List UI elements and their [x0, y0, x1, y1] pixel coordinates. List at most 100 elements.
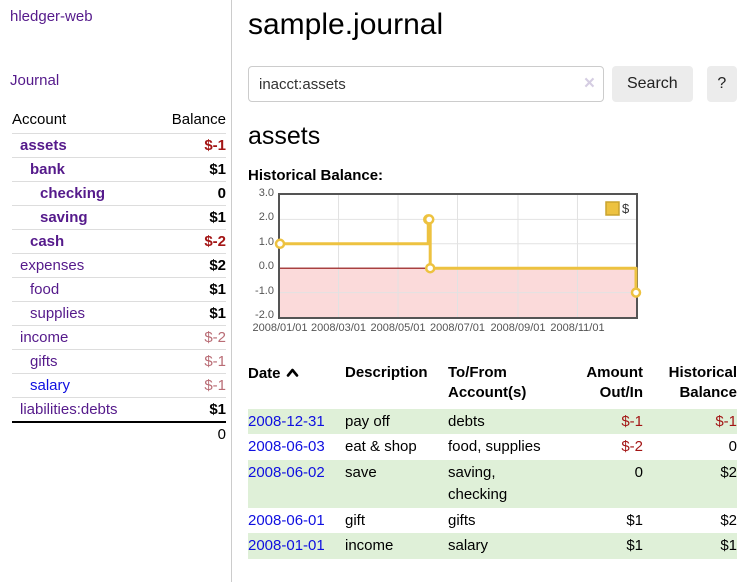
account-link[interactable]: bank [30, 161, 66, 178]
y-tick-label: 2.0 [258, 211, 274, 224]
account-link[interactable]: expenses [20, 257, 85, 274]
chart-heading: Historical Balance: [248, 167, 384, 184]
search-form: × Search ? [248, 66, 737, 102]
account-balance: $-1 [163, 373, 226, 398]
x-tick-label: 2008/05/01 [370, 322, 426, 334]
account-link[interactable]: cash [30, 233, 65, 250]
sort-ascending-icon [286, 363, 299, 383]
register-row: 2008-06-01 gift gifts $1 $2 [248, 508, 737, 534]
transaction-accounts: saving, checking [448, 464, 508, 503]
account-link[interactable]: liabilities:debts [20, 401, 118, 418]
register-table: Date Description To/From Account(s) Amou… [248, 363, 737, 559]
account-link[interactable]: food [30, 281, 60, 298]
y-tick-label: 1.0 [258, 235, 274, 248]
register-col-description: Description [345, 364, 428, 381]
accounts-col-balance: Balance [171, 111, 226, 128]
account-balance: $1 [163, 205, 226, 230]
transaction-description: gift [345, 511, 366, 529]
search-input[interactable] [248, 66, 604, 102]
account-balance: $-1 [163, 133, 226, 158]
account-balance: $1 [163, 277, 226, 302]
chart-svg: $ [274, 195, 642, 317]
account-link[interactable]: checking [40, 185, 106, 202]
x-tick-label: 2008/03/01 [310, 322, 367, 334]
sidebar: hledger-web Journal Account Balance asse… [0, 0, 232, 582]
account-row: liabilities:debts $1 [12, 397, 226, 422]
y-tick-label: -2.0 [255, 309, 274, 321]
account-row: food $1 [12, 277, 226, 302]
register-col-balance: Historical Balance [668, 364, 737, 402]
transaction-balance: 0 [728, 438, 737, 456]
transaction-amount: $1 [626, 537, 643, 555]
accounts-total-row: 0 [12, 421, 226, 446]
transaction-amount: $-2 [621, 438, 643, 456]
register-row: 2008-06-03 eat & shop food, supplies $-2 0 [248, 434, 737, 460]
x-tick-label: 2008/01/01 [252, 322, 308, 334]
account-balance: $-2 [163, 229, 226, 254]
account-link[interactable]: salary [30, 377, 71, 394]
account-balance: $-1 [163, 349, 226, 374]
account-row: income $-2 [12, 325, 226, 350]
y-tick-label: 0.0 [258, 260, 274, 273]
account-row: salary $-1 [12, 373, 226, 398]
account-balance: $-2 [163, 325, 226, 350]
transaction-date-link[interactable]: 2008-12-31 [248, 412, 325, 430]
transaction-balance: $2 [720, 464, 737, 481]
register-table-body: 2008-12-31 pay off debts $-1 $-1 2008-06-03 ea… [248, 408, 737, 559]
account-row: gifts $-1 [12, 349, 226, 374]
x-tick-label: 2008/11/01 [550, 322, 605, 334]
account-row: expenses $2 [12, 253, 226, 278]
sidebar-item-journal[interactable]: Journal [10, 72, 60, 89]
transaction-accounts: salary [448, 537, 489, 555]
historical-balance-chart: 3.0 2.0 1.0 0.0 -1.0 -2.0 $ 2008/01/01 2008/03… [248, 187, 737, 341]
x-tick-label: 2008/09/01 [490, 322, 546, 334]
account-row: cash $-2 [12, 229, 226, 254]
accounts-table-body: assets $-1 bank $1 checking 0 saving $1 cash $-2 e… [12, 133, 226, 446]
clear-search-icon[interactable]: × [583, 73, 595, 95]
help-button[interactable]: ? [706, 66, 737, 102]
transaction-amount: $-1 [621, 412, 643, 430]
transaction-description: save [345, 464, 377, 481]
transaction-balance: $2 [720, 511, 737, 529]
search-box: × [248, 66, 604, 102]
transaction-date-link[interactable]: 2008-01-01 [248, 537, 325, 555]
transaction-accounts: debts [448, 412, 485, 430]
account-balance: $1 [163, 397, 226, 422]
register-col-accounts: To/From Account(s) [448, 364, 527, 402]
account-balance: 0 [163, 181, 226, 206]
svg-text:$: $ [622, 201, 630, 216]
y-tick-label: -1.0 [255, 284, 274, 297]
transaction-date-link[interactable]: 2008-06-01 [248, 511, 325, 529]
register-row: 2008-01-01 income salary $1 $1 [248, 533, 737, 559]
account-balance: $1 [163, 301, 226, 326]
account-row: saving $1 [12, 205, 226, 230]
account-link[interactable]: income [20, 329, 69, 346]
account-row: checking 0 [12, 181, 226, 206]
account-row: supplies $1 [12, 301, 226, 326]
transaction-amount: 0 [634, 464, 643, 481]
app-brand-link[interactable]: hledger-web [10, 8, 93, 25]
transaction-description: income [345, 537, 394, 555]
transaction-description: pay off [345, 412, 390, 430]
main-content: sample.journal × Search ? assets Histori… [248, 0, 737, 559]
transaction-accounts: gifts [448, 511, 476, 529]
register-col-date: Date [248, 363, 345, 409]
search-button[interactable]: Search [611, 66, 693, 102]
account-row: assets $-1 [12, 133, 226, 158]
account-link[interactable]: gifts [30, 353, 58, 370]
account-link[interactable]: assets [20, 137, 67, 154]
account-heading: assets [248, 122, 321, 150]
y-tick-label: 3.0 [258, 187, 274, 199]
chart-y-axis: 3.0 2.0 1.0 0.0 -1.0 -2.0 [248, 187, 274, 321]
account-row: bank $1 [12, 157, 226, 182]
transaction-description: eat & shop [345, 438, 417, 456]
transaction-accounts: food, supplies [448, 438, 541, 456]
account-balance: $1 [163, 157, 226, 182]
account-link[interactable]: saving [40, 209, 88, 226]
account-link[interactable]: supplies [30, 305, 86, 322]
transaction-balance: $-1 [715, 412, 737, 430]
transaction-date-link[interactable]: 2008-06-03 [248, 438, 325, 456]
chart-x-axis: 2008/01/01 2008/03/01 2008/05/01 2008/07/01… [252, 322, 634, 337]
accounts-col-account: Account [12, 111, 67, 128]
transaction-date-link[interactable]: 2008-06-02 [248, 464, 325, 481]
